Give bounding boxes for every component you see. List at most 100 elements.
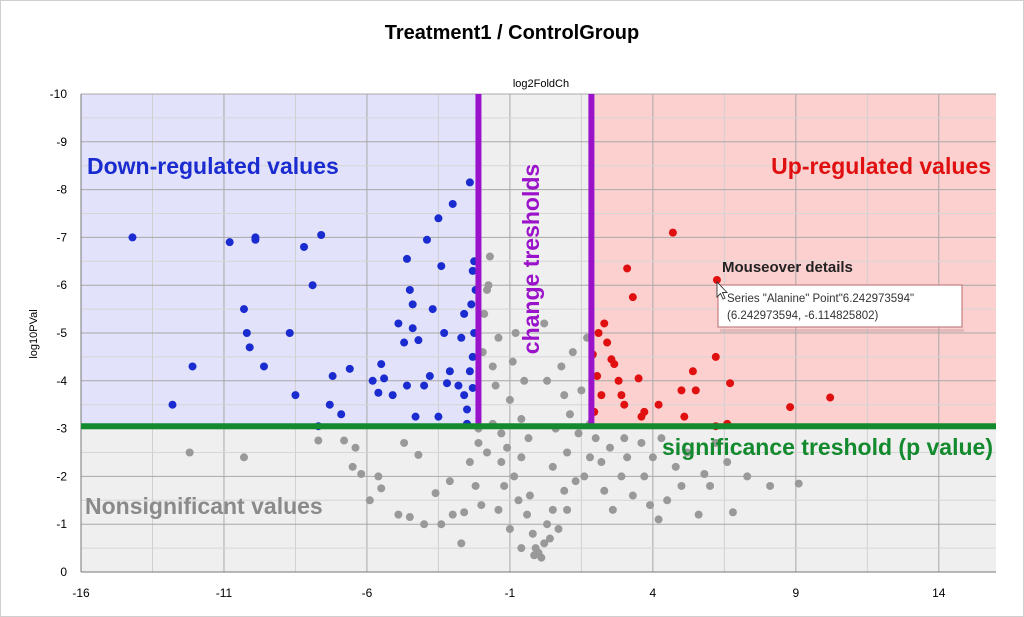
data-point bbox=[524, 434, 533, 443]
data-point bbox=[528, 529, 537, 538]
data-point bbox=[568, 348, 577, 357]
data-point bbox=[448, 199, 457, 208]
data-point bbox=[368, 376, 377, 385]
data-point bbox=[545, 534, 554, 543]
data-point bbox=[460, 309, 469, 318]
data-point bbox=[337, 410, 346, 419]
series-up-regulated bbox=[588, 228, 835, 431]
data-point bbox=[128, 233, 137, 242]
data-point bbox=[743, 472, 752, 481]
data-point bbox=[445, 477, 454, 486]
y-axis-label: log10PVal bbox=[28, 309, 40, 358]
chart-title: Treatment1 / ControlGroup bbox=[385, 22, 639, 44]
data-point bbox=[443, 379, 451, 388]
data-point bbox=[168, 400, 177, 409]
data-point bbox=[597, 391, 606, 400]
data-point bbox=[420, 381, 429, 390]
data-point bbox=[648, 453, 657, 462]
data-point bbox=[593, 372, 602, 381]
data-point bbox=[188, 362, 197, 371]
data-point bbox=[540, 319, 549, 328]
data-point bbox=[465, 367, 474, 376]
data-point bbox=[628, 491, 637, 500]
data-point bbox=[448, 510, 457, 519]
significance-threshold-label: significance treshold (p value) bbox=[662, 434, 993, 460]
down-regulated-label: Down-regulated values bbox=[87, 153, 339, 179]
data-point bbox=[251, 235, 260, 244]
y-tick-labels: -10-9-8-7-6-5-4-3-2-10 bbox=[50, 87, 68, 579]
data-point bbox=[663, 496, 672, 505]
data-point bbox=[510, 472, 519, 481]
data-point bbox=[431, 489, 440, 498]
data-point bbox=[317, 231, 326, 240]
data-point bbox=[597, 458, 606, 467]
data-point bbox=[345, 364, 354, 373]
up-regulated-region bbox=[591, 94, 996, 427]
data-point bbox=[437, 520, 446, 529]
y-tick-label: -10 bbox=[50, 87, 68, 101]
data-point bbox=[434, 412, 443, 421]
data-point bbox=[565, 410, 574, 419]
data-point bbox=[377, 360, 386, 369]
data-point bbox=[440, 329, 449, 337]
data-point bbox=[377, 484, 386, 493]
data-point bbox=[523, 510, 532, 519]
data-point bbox=[723, 458, 732, 467]
y-tick-label: -7 bbox=[56, 230, 67, 244]
data-point bbox=[485, 252, 494, 261]
data-point bbox=[437, 262, 446, 271]
data-point bbox=[483, 448, 492, 457]
data-point bbox=[460, 508, 469, 517]
data-point bbox=[405, 285, 414, 294]
data-point bbox=[185, 448, 194, 457]
data-point bbox=[654, 515, 663, 524]
data-point bbox=[477, 501, 486, 510]
y-tick-label: -4 bbox=[56, 374, 67, 388]
data-point bbox=[711, 352, 720, 361]
data-point bbox=[614, 376, 623, 385]
data-point bbox=[585, 453, 594, 462]
data-point bbox=[728, 508, 737, 517]
data-point bbox=[400, 438, 409, 447]
x-axis-label: log2FoldCh bbox=[513, 78, 569, 90]
y-tick-label: -2 bbox=[56, 469, 67, 483]
data-point bbox=[484, 281, 493, 290]
data-point bbox=[465, 178, 474, 187]
data-point bbox=[374, 472, 383, 481]
data-point bbox=[608, 505, 617, 514]
data-point bbox=[300, 242, 309, 251]
data-point bbox=[325, 400, 334, 409]
data-point bbox=[623, 264, 632, 273]
down-regulated-region bbox=[81, 94, 479, 427]
data-point bbox=[537, 553, 546, 562]
tooltip-line-2: (6.242973594, -6.114825802) bbox=[727, 310, 879, 322]
data-point bbox=[357, 470, 366, 479]
data-point bbox=[245, 343, 254, 352]
data-point bbox=[634, 374, 643, 383]
data-point bbox=[525, 491, 534, 500]
data-point bbox=[380, 374, 389, 383]
data-point bbox=[348, 462, 357, 471]
data-point bbox=[505, 395, 514, 404]
data-point bbox=[603, 338, 612, 347]
data-point bbox=[671, 462, 680, 471]
data-point bbox=[620, 400, 629, 409]
data-point bbox=[402, 254, 411, 263]
data-point bbox=[374, 388, 383, 397]
data-point bbox=[394, 510, 403, 519]
data-point bbox=[497, 429, 506, 438]
series-nonsignificant bbox=[185, 252, 803, 562]
threshold-lines bbox=[81, 94, 996, 430]
data-point bbox=[543, 520, 552, 529]
data-point bbox=[239, 305, 248, 314]
data-point bbox=[577, 386, 586, 395]
data-point bbox=[514, 496, 523, 505]
x-tick-label: 4 bbox=[650, 586, 657, 600]
data-point bbox=[488, 362, 497, 371]
data-point bbox=[428, 305, 437, 314]
data-point bbox=[700, 470, 709, 479]
data-point bbox=[445, 367, 454, 376]
data-point bbox=[623, 453, 632, 462]
data-point bbox=[517, 544, 526, 553]
